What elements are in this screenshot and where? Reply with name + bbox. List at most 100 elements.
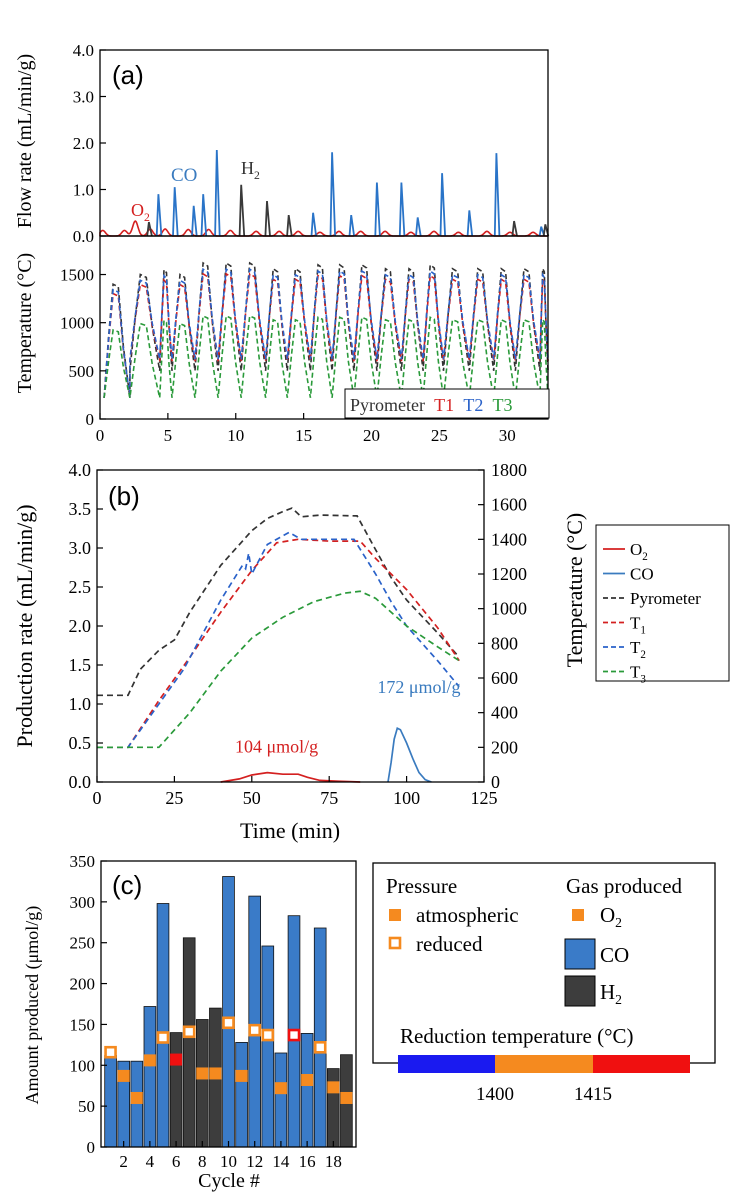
c-xlabel: Cycle # <box>198 1170 260 1192</box>
a-xtick-label: 25 <box>431 426 448 445</box>
c-xtick-label: 14 <box>272 1152 290 1171</box>
a-bottom-ylabel: Temperature (°C) <box>14 253 36 393</box>
temp-tick-1415: 1415 <box>574 1084 612 1105</box>
c-o2-marker-15 <box>287 1028 301 1042</box>
c-o2-marker-19 <box>340 1091 353 1104</box>
c-bar-area <box>104 876 353 1148</box>
b-series-pyrometer <box>97 507 460 697</box>
c-o2-marker-3 <box>130 1091 143 1104</box>
a-bottom-ytick-label: 1500 <box>60 266 94 285</box>
c-o2-marker-17 <box>313 1041 327 1054</box>
c-o2-marker-12 <box>248 1023 262 1037</box>
c-xtick-label: 16 <box>299 1152 316 1171</box>
c-bar-cycle-13 <box>261 945 275 1148</box>
temp-tick-1400: 1400 <box>476 1084 514 1105</box>
c-xtick-label: 4 <box>146 1152 155 1171</box>
c-xtick-label: 18 <box>325 1152 342 1171</box>
b-ytick-label: 0.0 <box>69 772 92 792</box>
a-h2-label: H2 <box>241 158 260 182</box>
b-ylabel: Production rate (mL/min/g) <box>12 504 37 747</box>
b-xtick-label: 25 <box>165 788 183 808</box>
legend-reduced: reduced <box>416 932 483 956</box>
a-temperature-legend: Pyrometer T1 T2 T3 <box>344 388 550 419</box>
b-y2tick-label: 200 <box>491 737 518 757</box>
a-o2-trace <box>99 220 548 237</box>
a-h2-peak-1 <box>146 221 153 237</box>
c-o2-marker-1 <box>104 1045 117 1059</box>
a-co-peak-5 <box>214 149 221 237</box>
b-ytick-label: 4.0 <box>69 460 92 480</box>
c-o2-marker-16 <box>301 1073 314 1086</box>
a-co-peak-14 <box>493 153 501 237</box>
c-ytick-label: 150 <box>70 1015 96 1034</box>
a-xtick-label: 20 <box>363 426 380 445</box>
legend-h2: H2 <box>600 980 622 1007</box>
legend-o2-marker <box>572 909 584 921</box>
a-xtick-label: 10 <box>227 426 244 445</box>
a-h2-peak-5 <box>511 220 518 237</box>
c-o2-marker-11 <box>235 1069 248 1082</box>
a-co-peak-10 <box>398 182 406 237</box>
b-right-y-ticks: 0 200 400 600 800 1000 1200 1400 1600 1800 <box>478 460 527 792</box>
a-h2-peak-4 <box>286 214 293 237</box>
c-bar-cycle-6 <box>169 1032 183 1148</box>
b-annotation: 104 μmol/g <box>235 736 318 756</box>
c-xtick-label: 8 <box>198 1152 207 1171</box>
legend-t1: T1 <box>434 395 454 415</box>
a-bottom-ytick-label: 500 <box>69 362 95 381</box>
b-annotation: 172 μmol/g <box>377 677 460 697</box>
c-o2-marker-10 <box>222 1016 235 1030</box>
b-y2tick-label: 1400 <box>491 529 527 549</box>
b-y2tick-label: 1600 <box>491 495 527 515</box>
panel-b-label: (b) <box>108 481 140 511</box>
a-top-y-ticks: 0.0 1.0 2.0 3.0 4.0 <box>73 41 106 246</box>
a-xtick-label: 30 <box>499 426 516 445</box>
c-o2-marker-5 <box>156 1031 170 1044</box>
temp-bar-mid <box>495 1055 593 1073</box>
a-temp-t2 <box>103 267 549 398</box>
a-xtick-label: 5 <box>164 426 173 445</box>
b-series-t2 <box>97 531 460 749</box>
a-co-peak-1 <box>155 194 163 237</box>
legend-t3: T3 <box>493 395 513 415</box>
c-bar-cycle-8 <box>195 1019 209 1148</box>
a-co-peak-9 <box>374 182 381 237</box>
a-top-ylabel: Flow rate (mL/min/g) <box>14 54 36 228</box>
a-top-ytick-label: 2.0 <box>73 134 94 153</box>
a-temperature-plot <box>103 261 549 398</box>
c-bar-cycle-18 <box>326 1068 340 1148</box>
c-o2-marker-14 <box>274 1082 287 1095</box>
c-bar-cycle-3 <box>130 1060 144 1148</box>
a-bottom-ytick-label: 1000 <box>60 314 94 333</box>
c-o2-marker-4 <box>143 1054 156 1067</box>
b-xtick-label: 125 <box>471 788 498 808</box>
b-y2tick-label: 800 <box>491 633 518 653</box>
b-legend-label-pyrometer: Pyrometer <box>630 589 701 608</box>
a-flow-rate-plot <box>99 149 550 237</box>
c-bar-cycle-7 <box>182 937 196 1148</box>
a-co-peak-8 <box>348 214 355 237</box>
a-co-label: CO <box>171 165 197 186</box>
a-temp-t3 <box>103 314 549 398</box>
panel-c-label: (c) <box>112 870 142 900</box>
a-o2-line <box>99 220 548 237</box>
a-o2-label: O2 <box>131 200 150 224</box>
c-ylabel: Amount produced (μmol/g) <box>22 906 43 1105</box>
c-o2-marker-18 <box>327 1081 340 1094</box>
a-h2-peak-6 <box>542 224 550 237</box>
a-co-peaks <box>155 149 546 237</box>
legend-atmospheric-marker <box>389 909 401 921</box>
b-frame <box>96 469 485 783</box>
a-xtick-label: 0 <box>96 426 105 445</box>
a-top-ytick-label: 4.0 <box>73 41 94 60</box>
b-ytick-label: 3.5 <box>69 499 92 519</box>
b-series-o2 <box>220 771 361 783</box>
temp-bar-high <box>593 1055 690 1073</box>
b-legend-label-t2: T2 <box>630 638 646 661</box>
legend-co-swatch <box>564 938 596 970</box>
c-bar-cycle-10 <box>222 876 235 1148</box>
a-bottom-y-ticks: 0 500 1000 1500 <box>60 266 106 429</box>
b-y2tick-label: 400 <box>491 703 518 723</box>
